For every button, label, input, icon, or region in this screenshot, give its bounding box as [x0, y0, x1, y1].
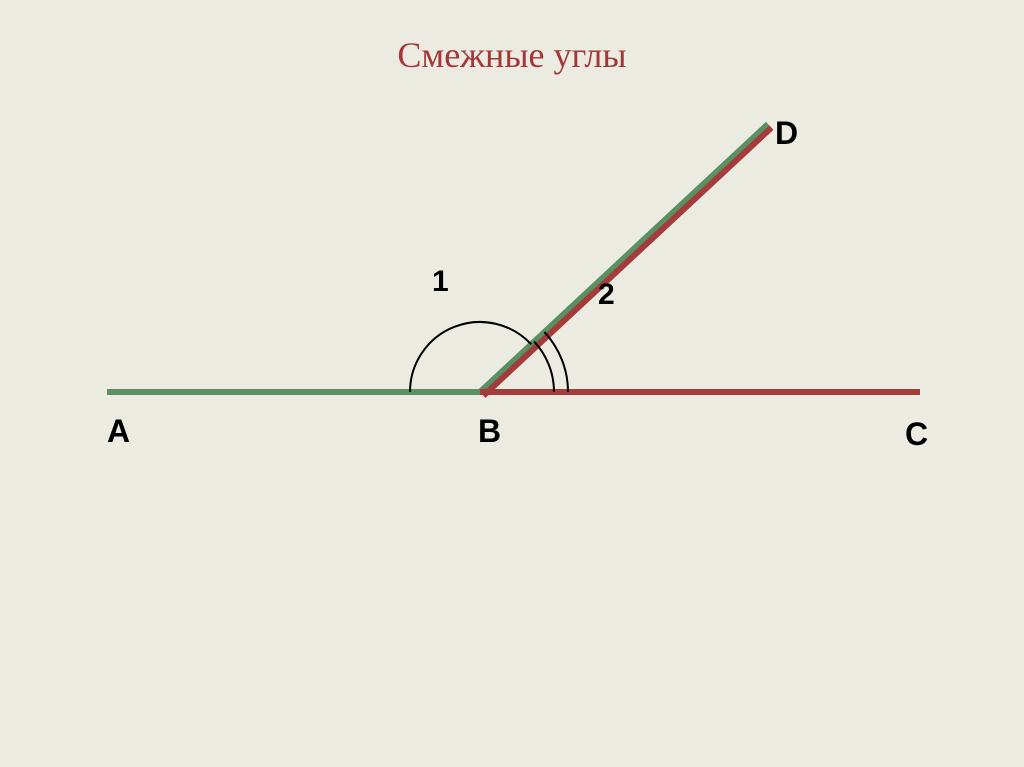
point-label-a: A [107, 413, 130, 450]
angle-label-1: 1 [432, 265, 449, 299]
point-label-b: B [478, 413, 501, 450]
point-label-d: D [775, 115, 798, 152]
point-label-c: C [905, 416, 928, 453]
geometry-svg [0, 0, 1024, 767]
diagram-root: Смежные углы A B C D 1 2 [0, 0, 1024, 767]
angle-label-2: 2 [598, 278, 615, 312]
